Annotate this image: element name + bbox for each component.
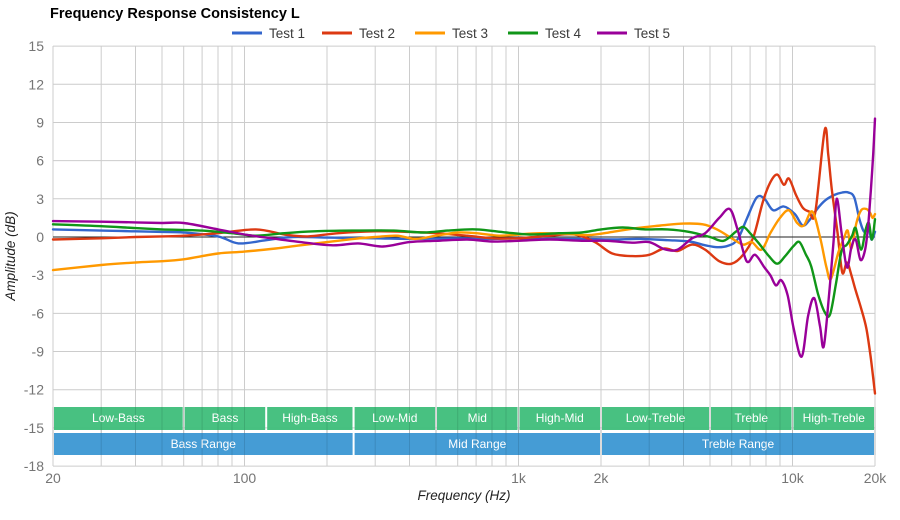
x-axis-title: Frequency (Hz): [417, 488, 510, 503]
curve-test-5: [51, 117, 877, 358]
band-high-bass: High-Bass: [267, 407, 353, 430]
sub-band-label: Low-Treble: [626, 411, 686, 425]
y-tick-label: -18: [24, 458, 44, 474]
band-low-mid: Low-Mid: [354, 407, 436, 430]
y-tick-label: -3: [32, 267, 45, 283]
response-curves: [51, 117, 877, 395]
sub-band-label: Bass: [212, 411, 239, 425]
band-mid-range: Mid Range: [354, 433, 600, 455]
sub-band-label: High-Treble: [803, 411, 866, 425]
sub-band-label: Treble: [735, 411, 769, 425]
main-band-rect: [54, 433, 353, 455]
sub-band-rect: [184, 407, 266, 430]
main-band-label: Bass Range: [171, 437, 237, 451]
legend-item-test-5: Test 5: [597, 26, 670, 41]
legend-item-test-4: Test 4: [508, 26, 582, 41]
sub-band-label: Low-Mid: [372, 411, 417, 425]
y-tick-label: -6: [32, 305, 45, 321]
y-tick-label: 6: [36, 153, 44, 169]
y-tick-label: -15: [24, 420, 44, 436]
legend-item-test-2: Test 2: [322, 26, 395, 41]
x-tick-label: 10k: [781, 470, 805, 486]
sub-band-rect: [602, 407, 709, 430]
y-axis-title: Amplitude (dB): [3, 211, 18, 301]
band-low-bass: Low-Bass: [54, 407, 183, 430]
sub-band-rect: [711, 407, 792, 430]
y-tick-label: 12: [28, 76, 44, 92]
y-tick-label: 0: [36, 229, 44, 245]
x-tick-label: 20k: [864, 470, 888, 486]
sub-band-rect: [354, 407, 436, 430]
sub-band-label: High-Bass: [282, 411, 337, 425]
y-tick-label: 3: [36, 191, 44, 207]
x-tick-label: 1k: [511, 470, 527, 486]
legend-item-label: Test 5: [634, 26, 670, 41]
y-tick-label: 15: [28, 38, 44, 54]
main-band-rect: [602, 433, 874, 455]
sub-band-label: High-Mid: [536, 411, 584, 425]
band-bass-range: Bass Range: [54, 433, 353, 455]
legend-item-label: Test 4: [545, 26, 582, 41]
x-tick-label: 2k: [594, 470, 610, 486]
band-treble-range: Treble Range: [602, 433, 874, 455]
sub-band-label: Mid: [468, 411, 487, 425]
main-band-rect: [354, 433, 600, 455]
sub-band-label: Low-Bass: [92, 411, 145, 425]
curve-test-4: [51, 218, 877, 318]
y-tick-label: 9: [36, 115, 44, 131]
sub-band-rect: [267, 407, 353, 430]
band-mid: Mid: [437, 407, 518, 430]
sub-band-rect: [519, 407, 600, 430]
sub-band-rect: [54, 407, 183, 430]
y-tick-label: -12: [24, 382, 44, 398]
main-band-label: Treble Range: [702, 437, 775, 451]
legend-item-test-3: Test 3: [415, 26, 488, 41]
legend-item-label: Test 2: [359, 26, 395, 41]
x-tick-label: 20: [45, 470, 61, 486]
band-low-treble: Low-Treble: [602, 407, 709, 430]
legend-item-label: Test 3: [452, 26, 488, 41]
frequency-bands: Low-Bass Bass High-Bass Low-Mid Mid High-Mid L…: [52, 407, 876, 455]
curve-test-1: [51, 190, 877, 249]
chart-title: Frequency Response Consistency L: [50, 6, 300, 22]
sub-band-rect: [793, 407, 874, 430]
legend-item-test-1: Test 1: [232, 26, 305, 41]
sub-band-rect: [437, 407, 518, 430]
band-bass: Bass: [184, 407, 266, 430]
y-tick-label: -9: [32, 344, 45, 360]
band-treble: Treble: [711, 407, 792, 430]
band-high-treble: High-Treble: [793, 407, 874, 430]
band-high-mid: High-Mid: [519, 407, 600, 430]
legend: Test 1 Test 2 Test 3 Test 4 Test 5: [232, 26, 670, 41]
main-band-label: Mid Range: [448, 437, 506, 451]
x-tick-label: 100: [233, 470, 257, 486]
legend-item-label: Test 1: [269, 26, 305, 41]
